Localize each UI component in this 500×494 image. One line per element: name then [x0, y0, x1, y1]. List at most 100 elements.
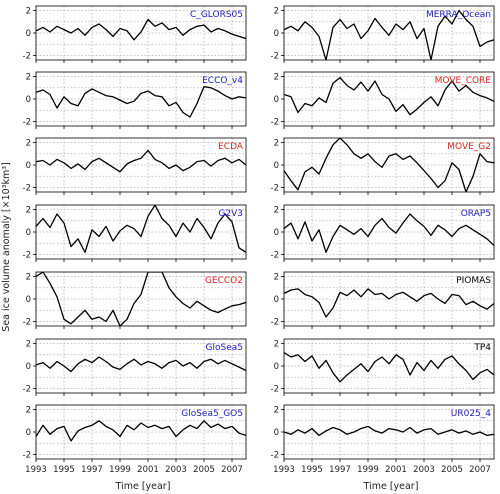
panel-label: ORAP5 [461, 209, 491, 219]
y-tick-label: -2 [23, 318, 31, 328]
y-tick-label: 0 [26, 161, 31, 171]
y-tick-label: 0 [274, 362, 279, 372]
y-tick-label: -2 [271, 52, 279, 62]
x-tick-label: 2001 [385, 465, 407, 475]
panel-ur025-4: -2 0 2 1993 1995 1997 1999 2001 2003 2005 2007 UR02… [271, 404, 495, 475]
y-tick-label: 2 [274, 206, 279, 216]
x-axis-title-right: Time [year] [363, 481, 419, 492]
panel-move-g2: -2 0 2 MOVE_G2 [271, 137, 495, 195]
panel-move-core: -2 0 2 MOVE_CORE [271, 71, 495, 129]
y-tick-label: 2 [274, 7, 279, 17]
series-line [36, 149, 246, 173]
y-tick-label: -2 [271, 251, 279, 261]
series-line [284, 213, 494, 253]
x-tick-label: 1995 [301, 465, 323, 475]
y-tick-label: 2 [26, 340, 31, 350]
series-line [36, 85, 246, 118]
x-tick-label: 2005 [441, 465, 463, 475]
y-tick-label: 0 [26, 295, 31, 305]
panel-label: GloSea5 [206, 343, 243, 353]
y-tick-label: -2 [23, 385, 31, 395]
x-tick-label: 1997 [81, 465, 103, 475]
panel-orap5: -2 0 2 ORAP5 [271, 204, 495, 262]
y-tick-label: 0 [26, 29, 31, 39]
series-line [36, 205, 246, 253]
y-tick-label: 0 [26, 228, 31, 238]
panel-glosea5: -2 0 2 GloSea5 [23, 338, 247, 396]
y-tick-label: -2 [271, 184, 279, 194]
y-tick-label: 0 [274, 95, 279, 105]
y-tick-label: 2 [26, 139, 31, 149]
x-tick-label: 1993 [25, 465, 47, 475]
panel-glosea5-go5: -2 0 2 1993 1995 1997 1999 2001 2003 2005 2007 GloS… [23, 404, 247, 475]
panel-merra-ocean: -2 0 2 MERRA_Ocean [271, 5, 495, 63]
y-tick-label: 0 [274, 228, 279, 238]
x-axis-title-left: Time [year] [115, 481, 171, 492]
series-line [36, 420, 246, 442]
panel-label: G2V3 [218, 209, 243, 219]
series-line [284, 76, 494, 116]
panel-label: UR025_4 [451, 409, 492, 419]
series-line [284, 138, 494, 192]
y-tick-label: 2 [274, 406, 279, 416]
y-tick-label: 2 [26, 206, 31, 216]
panel-label: ECCO_v4 [202, 76, 243, 86]
y-tick-label: 2 [274, 139, 279, 149]
panel-label: MOVE_G2 [447, 142, 491, 152]
y-tick-label: 0 [274, 161, 279, 171]
y-tick-label: -2 [271, 318, 279, 328]
x-tick-label: 2003 [413, 465, 435, 475]
y-tick-label: 2 [26, 73, 31, 83]
panel-tp4: -2 0 2 TP4 [271, 338, 495, 396]
x-tick-label: 2007 [469, 465, 491, 475]
series-line [284, 9, 494, 60]
series-line [284, 425, 494, 437]
x-tick-label: 1997 [329, 465, 351, 475]
x-tick-label: 1993 [273, 465, 295, 475]
x-tick-label: 2005 [193, 465, 215, 475]
y-axis-title: Sea ice volume anomaly [×10³km³] [1, 162, 12, 332]
y-tick-label: 2 [274, 273, 279, 283]
series-line [36, 356, 246, 373]
y-tick-label: 2 [26, 7, 31, 17]
y-tick-label: 2 [274, 73, 279, 83]
y-tick-label: 2 [274, 340, 279, 350]
panel-label: MOVE_CORE [435, 76, 492, 86]
panel-ecco-v4: -2 0 2 ECCO_v4 [23, 71, 247, 129]
series-line [284, 288, 494, 318]
y-tick-label: -2 [23, 52, 31, 62]
y-tick-label: -2 [271, 385, 279, 395]
panel-label: C_GLORS05 [190, 10, 243, 20]
y-tick-label: -2 [23, 251, 31, 261]
y-tick-label: 2 [26, 273, 31, 283]
panel-label: GloSea5_GO5 [181, 409, 243, 419]
panel-piomas: -2 0 2 PIOMAS [271, 271, 495, 329]
x-tick-label: 2003 [165, 465, 187, 475]
y-tick-label: 0 [274, 295, 279, 305]
panel-label: PIOMAS [456, 276, 491, 286]
series-line [36, 18, 246, 41]
panel-label: TP4 [473, 343, 491, 353]
panel-grid: -202 C_GLORS05-202 MERRA_Ocean-202 ECCO_v4-… [23, 5, 495, 475]
y-tick-label: -2 [23, 184, 31, 194]
x-tick-label: 1999 [357, 465, 379, 475]
y-tick-label: 0 [274, 29, 279, 39]
panel-label: ECDA [218, 142, 244, 152]
panel-c-glors05: -2 0 2 C_GLORS05 [23, 5, 247, 63]
y-tick-label: 0 [26, 95, 31, 105]
x-tick-label: 1995 [53, 465, 75, 475]
x-tick-label: 2001 [137, 465, 159, 475]
y-tick-label: -2 [271, 451, 279, 461]
y-tick-label: -2 [271, 118, 279, 128]
x-tick-label: 2007 [221, 465, 243, 475]
series-line [36, 272, 246, 326]
panel-gecco2: -2 0 2 GECCO2 [23, 271, 247, 329]
y-tick-label: 0 [26, 428, 31, 438]
y-tick-label: -2 [23, 118, 31, 128]
y-tick-label: -2 [23, 451, 31, 461]
panel-ecda: -2 0 2 ECDA [23, 137, 247, 195]
panel-label: GECCO2 [205, 276, 243, 286]
y-tick-label: 2 [26, 406, 31, 416]
